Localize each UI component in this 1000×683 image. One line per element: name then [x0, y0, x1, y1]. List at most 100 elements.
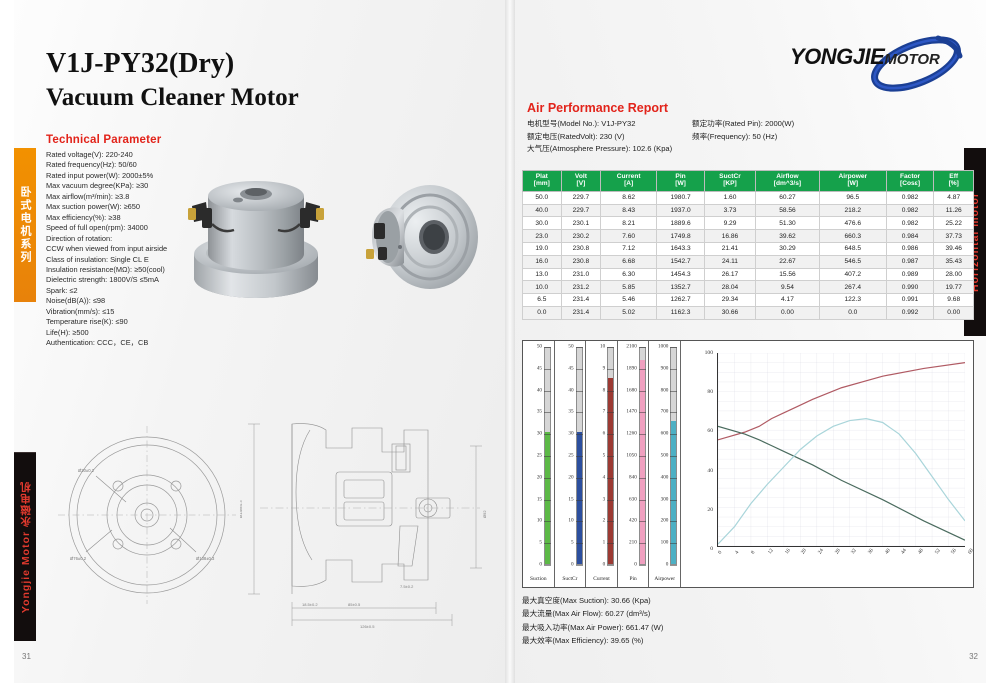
- table-cell: 60.27: [755, 190, 820, 205]
- table-cell: 0.990: [885, 280, 935, 295]
- gauge-ticks: [670, 347, 678, 566]
- x-axis-tick-label: 48: [917, 547, 925, 556]
- table-cell: 9.29: [703, 216, 757, 231]
- y-axis-tick-label: 40: [707, 467, 713, 474]
- svg-text:Ø76±0.2: Ø76±0.2: [70, 556, 87, 561]
- technical-parameter-item: Vibration(mm/s): ≤15: [46, 306, 115, 316]
- side-tab-horizontal-series: 卧式电机系列: [14, 148, 36, 302]
- gauge-tick-label: 9: [602, 365, 606, 372]
- x-axis-tick-label: 4: [733, 549, 741, 556]
- table-cell: 0.992: [885, 305, 935, 320]
- table-cell: 30.0: [522, 216, 562, 231]
- table-row: 10.0 231.2 5.85 1352.7 28.04 9.54 267.4 0.990 19…: [522, 280, 974, 295]
- table-cell: 1542.7: [656, 254, 705, 269]
- gauge-tick-label: 20: [568, 474, 574, 481]
- table-row: 0.0 231.4 5.02 1162.3 30.66 0.00 0.0 0.992 0.00: [522, 305, 974, 320]
- technical-parameter-item: Max airflow(m³/min): ≥3.8: [46, 191, 130, 201]
- table-cell: 8.21: [600, 216, 658, 231]
- gauge-tick-label: 25: [536, 452, 542, 459]
- gauge-tick-label: 1890: [626, 365, 637, 372]
- table-cell: 230.1: [560, 216, 602, 231]
- table-cell: 8.62: [600, 190, 658, 205]
- table-cell: 0.982: [885, 216, 935, 231]
- gauge-tick-label: 8: [602, 386, 606, 393]
- gauge-fill: [639, 360, 645, 564]
- gauge-tick-label: 40: [568, 386, 574, 393]
- table-header-cell: Airpower [W]: [818, 170, 887, 192]
- gauge-airpower: 0 100 200 300 400 500 600 700 800 900 1000 Airpower: [649, 341, 681, 587]
- table-row: 23.0 230.2 7.60 1749.8 16.86 39.62 660.3 0.984 3…: [522, 229, 974, 243]
- table-cell: 40.0: [522, 203, 562, 218]
- table-cell: 96.5: [818, 190, 887, 205]
- table-cell: 24.11: [703, 254, 757, 269]
- table-header-cell: SuctCr [KP]: [703, 170, 757, 192]
- table-cell: 16.86: [703, 229, 757, 243]
- svg-text:7.5±0.2: 7.5±0.2: [400, 584, 414, 589]
- gauge-tick-label: 0: [665, 561, 669, 568]
- gauge-label: Airpower: [654, 576, 675, 582]
- gauge-tick-label: 400: [660, 474, 669, 481]
- table-cell: 13.0: [522, 267, 562, 282]
- y-axis-tick-label: 60: [707, 428, 713, 435]
- gauge-fill: [545, 431, 550, 564]
- gauge-tick-label: 1680: [626, 386, 637, 393]
- table-cell: 230.8: [560, 241, 602, 256]
- technical-parameter-item: Max suction power(W): ≥650: [46, 202, 141, 212]
- x-axis-tick-label: 20: [800, 547, 809, 556]
- table-cell: 648.5: [818, 241, 887, 256]
- left-page-background: [14, 0, 510, 683]
- technical-parameter-item: Temperature rise(K): ≤90: [46, 317, 128, 327]
- motor-photo-front: [188, 181, 324, 298]
- gauge-fill: [576, 431, 582, 564]
- gauge-ticks: [575, 347, 583, 566]
- technical-parameter-item: Spark: ≤2: [46, 285, 78, 295]
- x-axis-tick-label: 16: [783, 547, 792, 556]
- brand-name-suffix: MOTOR: [884, 51, 940, 68]
- technical-parameter-item: Rated frequency(Hz): 50/60: [46, 160, 137, 170]
- svg-text:Ø138±0.3: Ø138±0.3: [196, 556, 215, 561]
- table-cell: 39.62: [755, 229, 820, 243]
- gauge-scale: 0 5 10 15 20 25 30 35 40 45 50: [525, 343, 542, 567]
- gauge-tick-label: 210: [629, 539, 637, 546]
- technical-parameter-item: Rated voltage(V): 220-240: [46, 150, 133, 159]
- x-axis-tick-label: 60: [967, 547, 975, 556]
- table-row: 13.0 231.0 6.30 1454.3 26.17 15.56 407.2 0.989 2…: [522, 267, 974, 282]
- gauge-tick-label: 0: [634, 561, 637, 568]
- brand-name-main: YONGJIE: [790, 44, 885, 69]
- table-cell: 4.17: [755, 293, 820, 307]
- gauge-tick-label: 45: [536, 365, 542, 372]
- series-airflow: [718, 426, 965, 540]
- table-cell: 0.00: [755, 305, 820, 320]
- report-meta-item: 电机型号(Model No.): V1J-PY32: [527, 119, 636, 128]
- technical-parameter-item: Max vacuum degree(KPa): ≥30: [46, 181, 149, 191]
- gauge-suctcr: 0 5 10 15 20 25 30 35 40 45 50 SuctCr: [555, 341, 587, 587]
- table-row: 6.5 231.4 5.46 1262.7 29.34 4.17 122.3 0.991 9.6…: [522, 293, 974, 307]
- table-cell: 229.7: [560, 203, 602, 218]
- series-airpower: [718, 419, 965, 544]
- table-cell: 22.67: [755, 254, 820, 269]
- gauge-tick-label: 840: [629, 474, 637, 481]
- technical-parameter-item: Authentication: CCC，CE，CB: [46, 338, 149, 348]
- table-cell: 0.989: [885, 267, 935, 282]
- x-axis-tick-label: 44: [900, 547, 909, 556]
- table-cell: 19.77: [933, 280, 974, 295]
- technical-parameter-item: Noise(dB(A)): ≤98: [46, 296, 106, 306]
- gauge-tick-label: 2: [602, 517, 606, 524]
- y-axis-tick-label: 0: [710, 546, 713, 552]
- table-cell: 476.6: [818, 216, 887, 231]
- gauge-tick-label: 45: [568, 365, 574, 372]
- table-cell: 267.4: [818, 280, 887, 295]
- x-axis-tick-label: 36: [867, 547, 875, 556]
- cad-section-view: Ø138±0.3 Ø92 85±0.5 126±0.5 18.5±0.2 7.5…: [240, 423, 487, 629]
- technical-parameter-item: Class of insulation: Single CL E: [46, 254, 149, 264]
- table-row: 50.0 229.7 8.62 1980.7 1.60 60.27 96.5 0.982 4.8…: [522, 190, 974, 205]
- table-cell: 1749.8: [656, 229, 705, 243]
- table-cell: 25.22: [933, 216, 974, 231]
- technical-parameter-item: Dielectric strength: 1800V/S ≤5mA: [46, 275, 159, 285]
- table-cell: 7.60: [600, 229, 658, 243]
- x-axis-tick-label: 24: [817, 547, 825, 556]
- gauge-label: SuctCr: [562, 576, 578, 582]
- gauge-tick-label: 3: [602, 495, 606, 502]
- table-row: 30.0 230.1 8.21 1889.6 9.29 51.30 476.6 0.982 25…: [522, 216, 974, 231]
- table-cell: 16.0: [522, 254, 562, 269]
